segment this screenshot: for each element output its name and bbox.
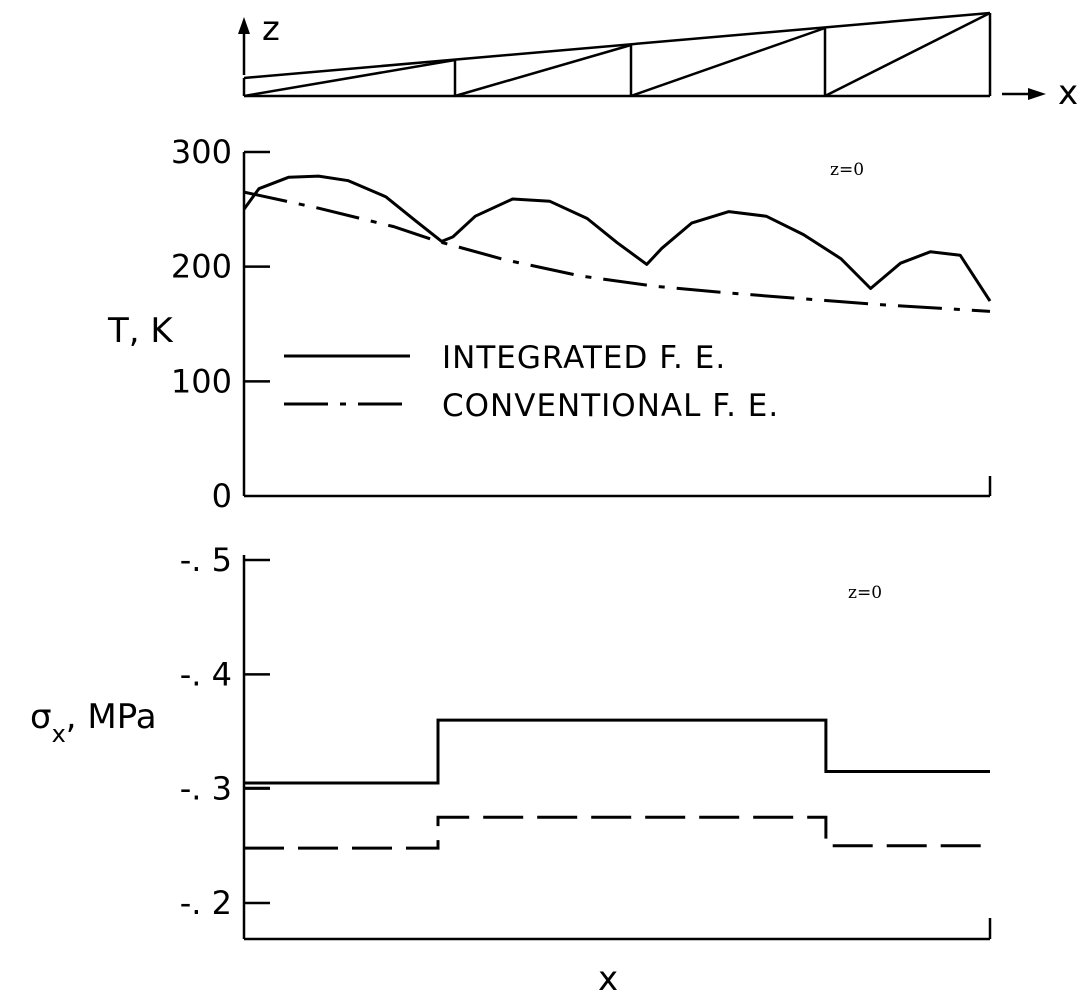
structure-diagram: z x bbox=[238, 9, 1078, 113]
temp-annotation: z=0 bbox=[830, 160, 864, 180]
stress-annotation: z=0 bbox=[848, 583, 882, 603]
stress-y-ticks: -. 2 -. 3 -. 4 -. 5 bbox=[180, 541, 270, 922]
truss-diagonal-4 bbox=[824, 11, 991, 98]
temp-y-ticks: 0 100 200 300 bbox=[171, 133, 270, 515]
stress-x-axis-label: x bbox=[598, 959, 618, 994]
temp-y-tick-label: 200 bbox=[171, 248, 232, 286]
stress-y-label-sub: x bbox=[52, 720, 66, 748]
z-axis-label: z bbox=[262, 9, 280, 49]
stress-y-axis-label: σx, MPa bbox=[30, 697, 157, 748]
temp-series-group bbox=[242, 174, 992, 313]
temp-y-axis-label: T, K bbox=[107, 311, 174, 351]
legend-label-conventional: CONVENTIONAL F. E. bbox=[442, 388, 779, 424]
stress-y-tick-label: -. 2 bbox=[180, 884, 232, 922]
stress-chart: -. 2-. 3-. 4-. 5 σx, MPa z=0 x bbox=[30, 541, 992, 994]
truss-diagonal-1 bbox=[243, 58, 456, 98]
x-axis-diagram-label: x bbox=[1058, 73, 1078, 113]
legend-label-integrated: INTEGRATED F. E. bbox=[442, 340, 726, 376]
temp-y-tick-label: 0 bbox=[212, 477, 232, 515]
stress-y-tick-label: -. 3 bbox=[180, 770, 232, 808]
legend: INTEGRATED F. E. CONVENTIONAL F. E. bbox=[284, 340, 779, 424]
x-axis-diagram-arrowhead bbox=[1028, 88, 1046, 100]
stress-series-group bbox=[244, 718, 990, 850]
temp-y-tick-label: 300 bbox=[171, 133, 232, 171]
temp-y-tick-label: 100 bbox=[171, 362, 232, 400]
stress-series-conventional-line bbox=[244, 815, 990, 850]
stress-y-tick-label: -. 4 bbox=[180, 655, 232, 693]
truss-diagonal-2 bbox=[454, 43, 632, 98]
temp-series-integrated-line bbox=[242, 174, 992, 302]
truss-diagonal-3 bbox=[630, 26, 826, 98]
truss-top-chord bbox=[243, 11, 991, 80]
temp-series-conventional-line bbox=[243, 190, 991, 313]
stress-y-label-rest: , MPa bbox=[66, 697, 157, 737]
stress-series-integrated-line bbox=[244, 718, 990, 785]
z-axis-arrowhead bbox=[238, 17, 250, 34]
temperature-chart: 0 100 200 300 T, K z=0 INTEGRATED F. E. CON… bbox=[107, 133, 992, 515]
stress-y-label-sigma: σ bbox=[30, 697, 52, 737]
stress-y-tick-label: -. 5 bbox=[180, 541, 232, 579]
